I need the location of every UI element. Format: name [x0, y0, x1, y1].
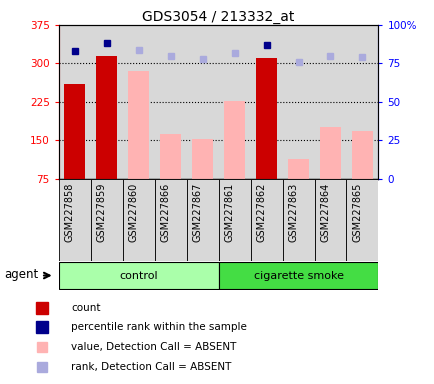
Title: GDS3054 / 213332_at: GDS3054 / 213332_at	[142, 10, 294, 24]
Text: GSM227867: GSM227867	[192, 183, 202, 242]
FancyBboxPatch shape	[59, 262, 218, 290]
Text: GSM227866: GSM227866	[160, 183, 170, 242]
Text: GSM227858: GSM227858	[65, 183, 75, 242]
Text: GSM227863: GSM227863	[288, 183, 298, 242]
FancyBboxPatch shape	[186, 179, 218, 261]
Bar	[186, 25, 218, 179]
Text: GSM227862: GSM227862	[256, 183, 266, 242]
Text: cigarette smoke: cigarette smoke	[253, 270, 343, 281]
Text: GSM227864: GSM227864	[320, 183, 330, 242]
Bar	[64, 84, 85, 179]
Bar	[351, 131, 372, 179]
Text: rank, Detection Call = ABSENT: rank, Detection Call = ABSENT	[71, 362, 231, 372]
Bar	[250, 25, 282, 179]
Bar	[256, 58, 276, 179]
Text: GSM227859: GSM227859	[96, 183, 106, 242]
Bar	[224, 101, 244, 179]
FancyBboxPatch shape	[155, 179, 186, 261]
Text: percentile rank within the sample: percentile rank within the sample	[71, 322, 247, 332]
FancyBboxPatch shape	[59, 179, 91, 261]
Bar	[287, 159, 308, 179]
Text: agent: agent	[5, 268, 39, 281]
Bar	[128, 71, 149, 179]
Bar	[319, 127, 340, 179]
FancyBboxPatch shape	[91, 179, 122, 261]
Bar	[160, 134, 181, 179]
Bar	[346, 25, 378, 179]
Text: GSM227861: GSM227861	[224, 183, 234, 242]
Text: value, Detection Call = ABSENT: value, Detection Call = ABSENT	[71, 342, 236, 352]
Bar	[96, 56, 117, 179]
Text: GSM227865: GSM227865	[352, 183, 362, 242]
Bar	[91, 25, 122, 179]
FancyBboxPatch shape	[250, 179, 282, 261]
FancyBboxPatch shape	[282, 179, 314, 261]
Bar	[218, 25, 250, 179]
Bar	[155, 25, 186, 179]
FancyBboxPatch shape	[122, 179, 155, 261]
FancyBboxPatch shape	[218, 262, 378, 290]
FancyBboxPatch shape	[314, 179, 346, 261]
Text: count: count	[71, 303, 101, 313]
Bar	[282, 25, 314, 179]
FancyBboxPatch shape	[218, 179, 250, 261]
Bar	[59, 25, 91, 179]
Text: control: control	[119, 270, 158, 281]
Bar	[314, 25, 345, 179]
FancyBboxPatch shape	[346, 179, 378, 261]
Bar	[122, 25, 155, 179]
Text: GSM227860: GSM227860	[128, 183, 138, 242]
Bar	[192, 139, 213, 179]
